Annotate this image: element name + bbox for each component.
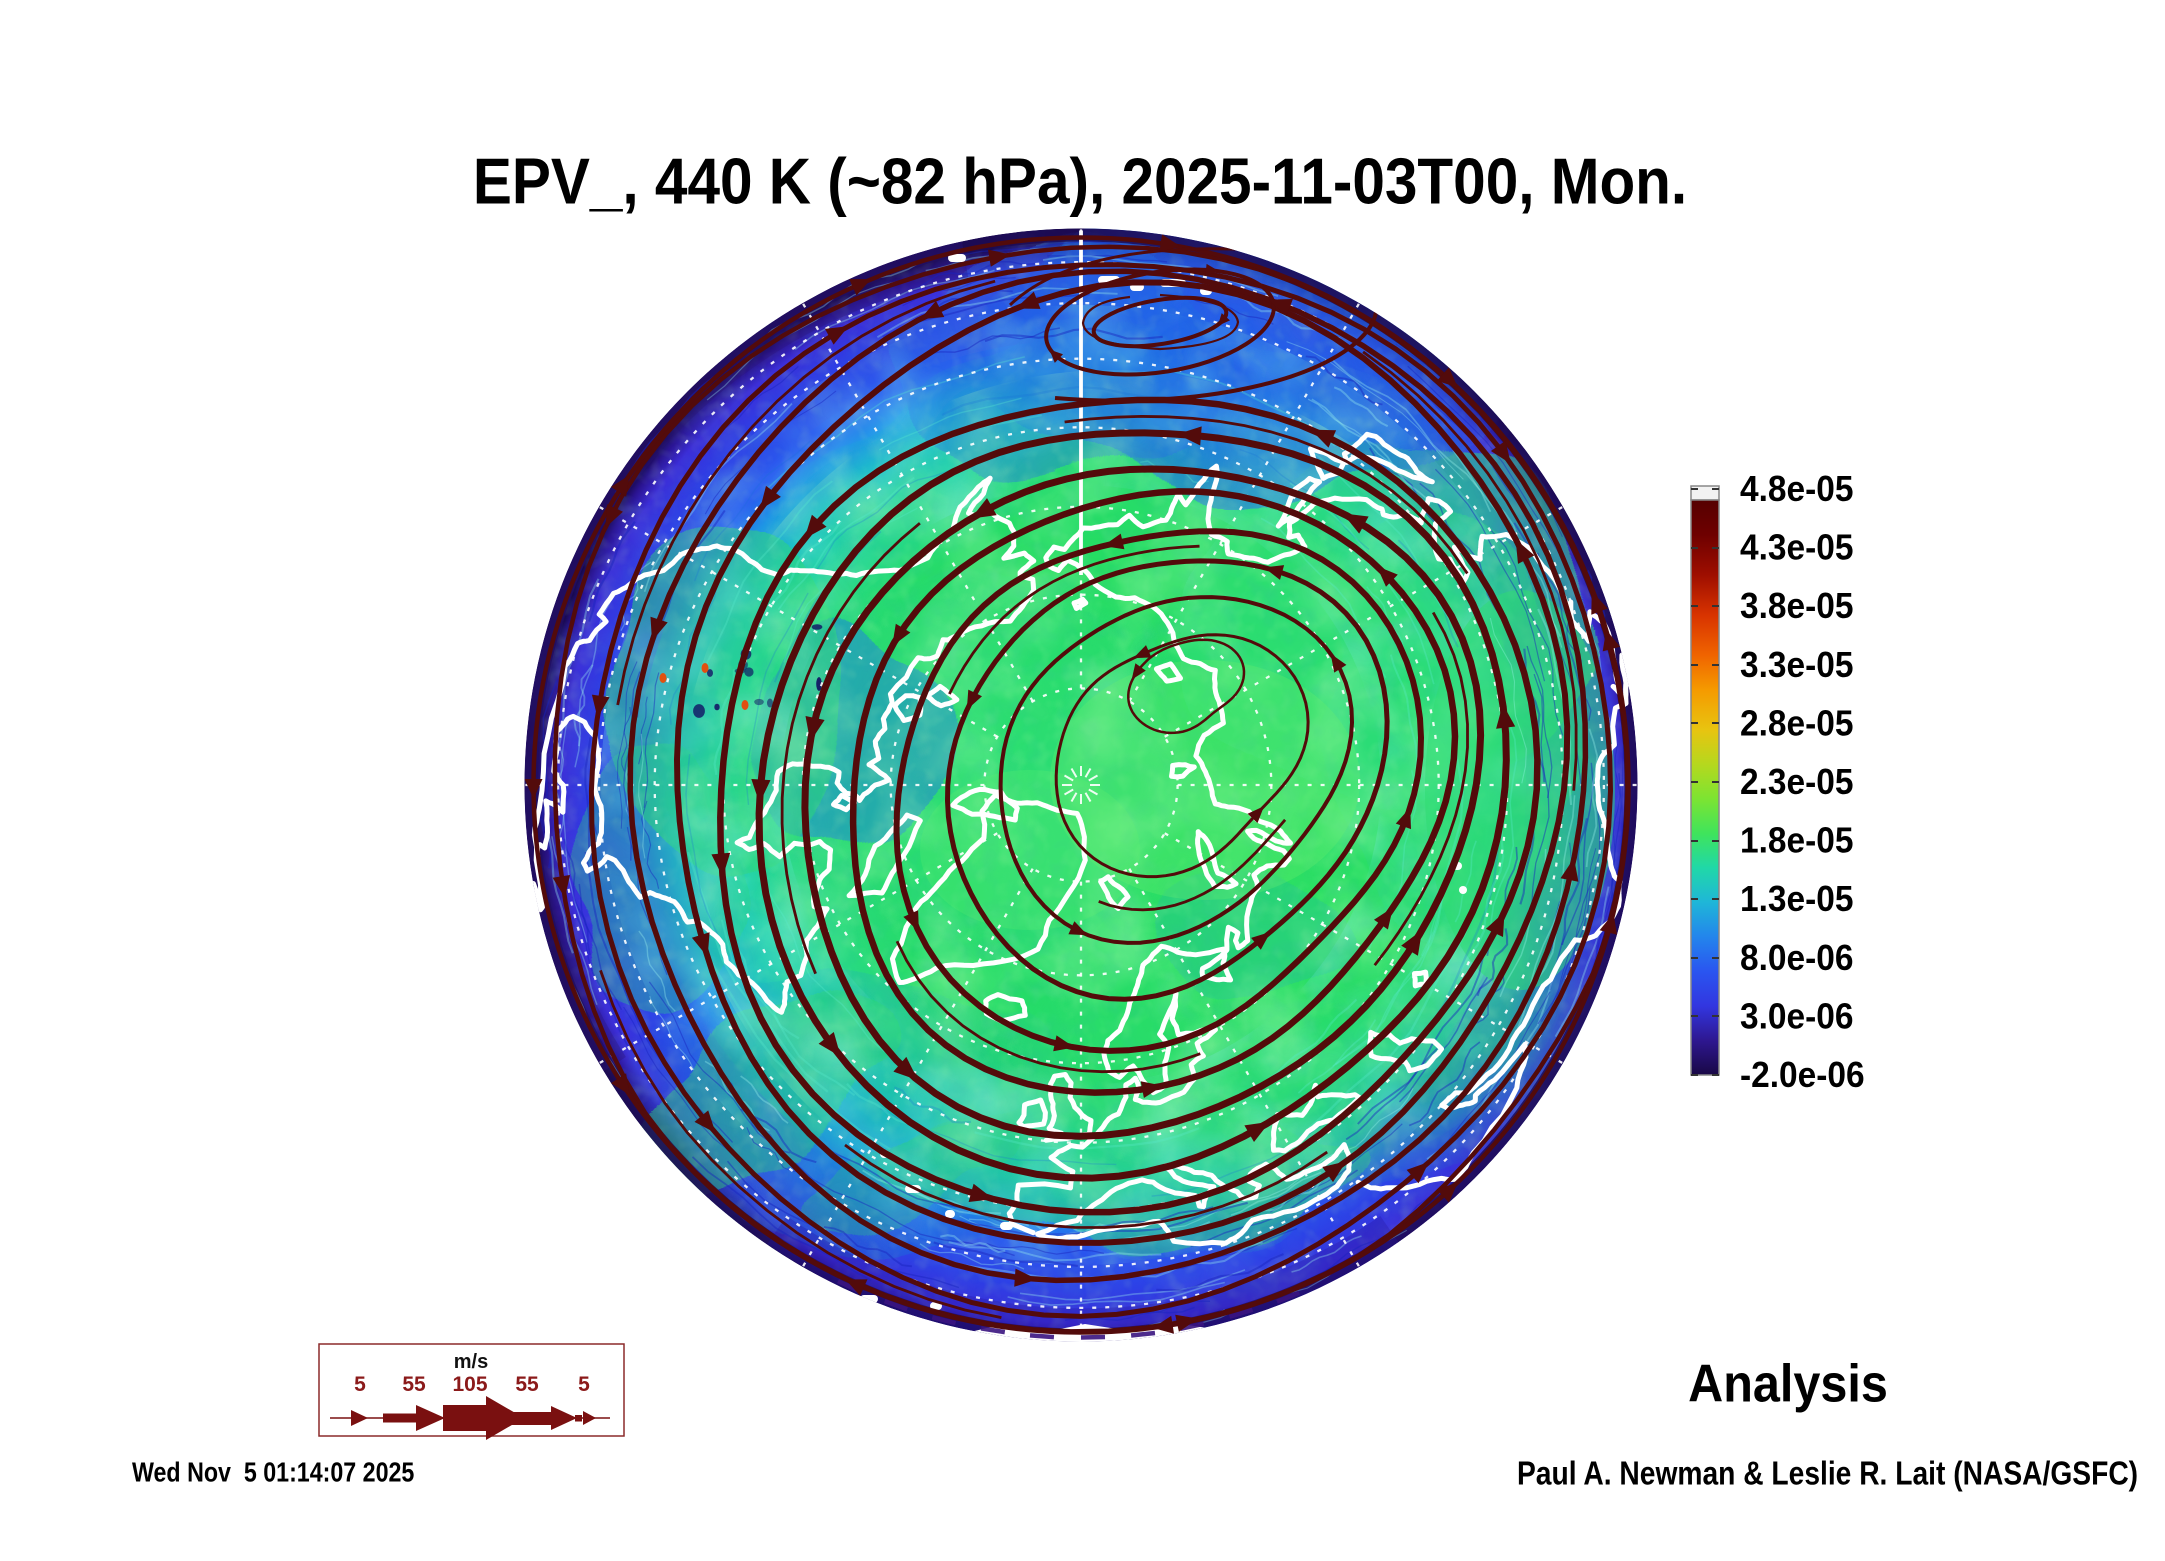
svg-text:2.3e-05: 2.3e-05	[1740, 763, 1854, 802]
svg-text:105: 105	[452, 1373, 487, 1396]
svg-text:Paul A. Newman & Leslie R. Lai: Paul A. Newman & Leslie R. Lait (NASA/GS…	[1517, 1454, 2138, 1492]
svg-text:-2.0e-06: -2.0e-06	[1740, 1056, 1865, 1095]
svg-text:Wed Nov 5 01:14:07 2025: Wed Nov 5 01:14:07 2025	[132, 1458, 414, 1488]
svg-text:3.0e-06: 3.0e-06	[1740, 997, 1854, 1036]
svg-text:3.8e-05: 3.8e-05	[1740, 587, 1854, 626]
svg-text:55: 55	[515, 1373, 539, 1396]
svg-text:4.3e-05: 4.3e-05	[1740, 529, 1854, 568]
svg-text:55: 55	[402, 1373, 426, 1396]
svg-text:EPV_, 440 K (~82 hPa), 2025-11: EPV_, 440 K (~82 hPa), 2025-11-03T00, Mo…	[473, 146, 1687, 219]
svg-text:1.8e-05: 1.8e-05	[1740, 822, 1854, 861]
svg-text:5: 5	[578, 1373, 590, 1396]
svg-text:3.3e-05: 3.3e-05	[1740, 646, 1854, 685]
svg-text:5: 5	[354, 1373, 366, 1396]
svg-text:8.0e-06: 8.0e-06	[1740, 939, 1854, 978]
svg-text:Analysis: Analysis	[1688, 1354, 1888, 1413]
svg-text:2.8e-05: 2.8e-05	[1740, 704, 1854, 743]
svg-text:m/s: m/s	[454, 1351, 488, 1373]
svg-text:1.3e-05: 1.3e-05	[1740, 880, 1854, 919]
svg-text:4.8e-05: 4.8e-05	[1740, 470, 1854, 509]
